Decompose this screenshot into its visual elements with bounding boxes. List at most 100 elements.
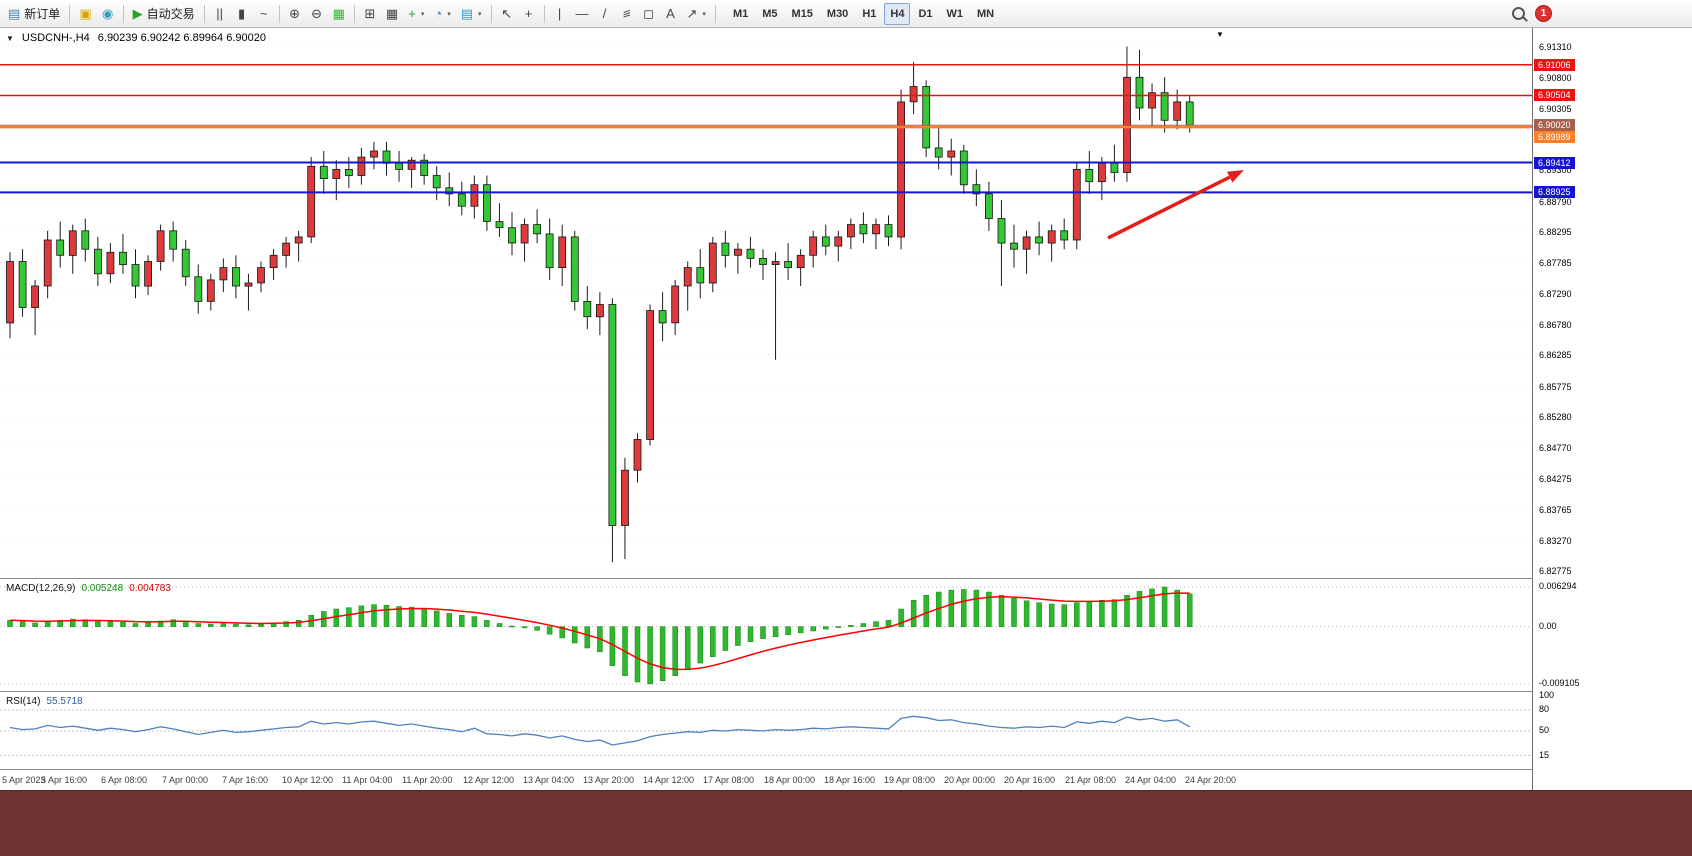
timeframe-h1-button[interactable]: H1 (862, 7, 877, 20)
macd-histogram-bar (358, 605, 365, 627)
annotation-arrow[interactable] (1107, 175, 1231, 240)
price-tick: 6.84275 (1539, 474, 1572, 484)
line-chart-button[interactable]: ~ (253, 3, 275, 25)
annotation-arrowhead[interactable] (1227, 170, 1244, 183)
shapes-button[interactable]: ◻ (638, 3, 660, 25)
arrange-button[interactable]: ▦ (381, 3, 403, 25)
macd-histogram-bar (145, 622, 151, 627)
periods-button[interactable]: ◔ ▾ (429, 3, 455, 25)
zoom-out-button[interactable]: ⊖ (306, 3, 328, 25)
fibonacci-button[interactable]: ≡ (616, 3, 638, 25)
bar-chart-button[interactable]: || (209, 3, 231, 25)
time-axis[interactable]: 5 Apr 2023 5 Apr 16:00 6 Apr 08:00 7 Apr 00… (0, 769, 1692, 790)
candle-body (922, 86, 931, 149)
candle-body (608, 304, 617, 526)
timeframe-m15-button[interactable]: M15 (791, 7, 813, 20)
search-icon[interactable] (1512, 7, 1525, 20)
chart-title: ▼ USDCNH-,H4 6.90239 6.90242 6.89964 6.9… (6, 32, 266, 44)
macd-histogram-bar (1074, 602, 1080, 627)
timeframe-d1-button[interactable]: D1 (918, 7, 933, 20)
timeframe-m5-button[interactable]: M5 (762, 7, 778, 20)
timeframe-m30-button[interactable]: M30 (826, 7, 849, 20)
macd-histogram-bar (684, 626, 691, 670)
vertical-line-button[interactable]: | (549, 3, 571, 25)
timeframe-group: M1 M5 M15 M30 H1 H4 D1 W1 MN (726, 2, 1001, 25)
candle-body (6, 261, 14, 324)
tile-windows-button[interactable]: ▦ (328, 3, 350, 25)
zoom-in-button[interactable]: ⊕ (284, 3, 306, 25)
candle-body (56, 239, 65, 256)
candle-body (1085, 168, 1094, 183)
timeframe-h4-button[interactable]: H4 (884, 2, 911, 25)
auto-trading-button[interactable]: ▶ 自动交易 (128, 3, 200, 25)
chart-menu-icon[interactable]: ▼ (6, 33, 14, 43)
templates-button[interactable]: ▤ ▾ (456, 3, 487, 25)
candle-body (257, 267, 265, 284)
candlestick-button[interactable]: ▮ (231, 3, 253, 25)
chart-shift-marker-icon[interactable]: ▼ (1216, 30, 1224, 39)
charts-button[interactable]: ▣ (74, 3, 96, 25)
horizontal-line-button[interactable]: — (571, 3, 594, 25)
candle-body (759, 257, 767, 265)
macd-histogram-bar (1136, 591, 1143, 627)
macd-histogram-bar (810, 626, 816, 632)
macd-histogram-bar (1174, 589, 1180, 627)
candle-body (633, 439, 642, 471)
macd-panel[interactable]: MACD(12,26,9) 0.005248 0.004783 (0, 578, 1692, 691)
macd-histogram-bar (898, 608, 904, 627)
cursor-button[interactable]: ↖ (496, 3, 518, 25)
candle-body (771, 261, 780, 265)
macd-chart (0, 586, 1532, 685)
macd-histogram-bar (421, 608, 427, 627)
new-order-button[interactable]: ▤ 新订单 (3, 3, 65, 25)
macd-histogram-bar (446, 613, 453, 627)
main-chart-panel[interactable]: ▼ USDCNH-,H4 6.90239 6.90242 6.89964 6.9… (0, 28, 1692, 578)
macd-histogram-bar (107, 621, 114, 627)
candle-body (947, 150, 956, 158)
macd-histogram-bar (797, 626, 804, 634)
shapes-icon: ◻ (643, 6, 654, 21)
candle-body (307, 165, 316, 238)
macd-histogram-bar (283, 621, 289, 627)
chevron-down-icon: ▾ (420, 10, 425, 18)
price-axis[interactable]: 6.913106.908006.903056.897956.893006.887… (1532, 28, 1692, 790)
profiles-button[interactable]: ◉ (97, 3, 119, 25)
time-tick: 6 Apr 08:00 (101, 775, 148, 785)
periods-icon: ◔ (434, 6, 443, 21)
arrows-tool-button[interactable]: ↗ ▾ (682, 3, 711, 25)
arrows-tool-icon: ↗ (686, 6, 698, 21)
macd-histogram-bar (710, 626, 716, 658)
candle-body (1148, 92, 1156, 109)
cursor-icon: ↖ (501, 6, 512, 21)
candle-body (683, 267, 692, 287)
horizontal-line-icon: — (575, 6, 589, 21)
rsi-panel[interactable]: RSI(14) 55.5718 (0, 691, 1692, 769)
price-tick: 6.83765 (1539, 505, 1572, 515)
macd-histogram-bar (1124, 594, 1130, 627)
separator (490, 4, 492, 23)
candle-body (596, 304, 604, 318)
macd-histogram-bar (584, 626, 591, 649)
macd-histogram-bar (295, 620, 302, 627)
price-badge-support: 6.89412 (1534, 157, 1575, 169)
indicators-button[interactable]: + ▾ (403, 3, 429, 25)
candle-body (646, 310, 654, 440)
macd-name: MACD(12,26,9) (6, 583, 76, 594)
time-tick: 5 Apr 2023 (2, 775, 46, 785)
candle-body (181, 248, 190, 278)
timeframe-m1-button[interactable]: M1 (732, 7, 749, 20)
grid-button[interactable]: ⊞ (359, 3, 381, 25)
time-tick: 19 Apr 08:00 (884, 775, 936, 785)
trendline-button[interactable]: / (594, 3, 616, 25)
macd-axis-label: 0.006294 (1539, 581, 1577, 591)
text-label-button[interactable]: A (660, 3, 682, 25)
candlestick-chart[interactable] (0, 28, 1692, 578)
rsi-chart (0, 709, 1532, 756)
price-tick: 6.88790 (1539, 197, 1572, 207)
timeframe-mn-button[interactable]: MN (977, 7, 995, 20)
macd-histogram-bar (760, 626, 766, 639)
macd-histogram-bar (572, 626, 578, 644)
timeframe-w1-button[interactable]: W1 (946, 7, 964, 20)
crosshair-button[interactable]: + (518, 3, 540, 25)
notification-badge[interactable]: 1 (1535, 5, 1552, 22)
